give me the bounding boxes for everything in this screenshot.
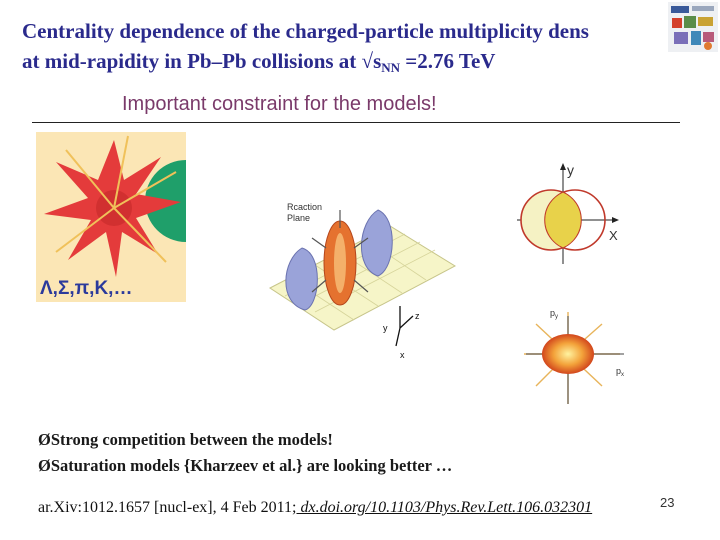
doi-link[interactable]: dx.doi.org/10.1103/Phys.Rev.Lett.106.032…	[296, 499, 593, 516]
reaction-plane-label-2: Plane	[287, 213, 310, 223]
right-nucleus	[361, 209, 393, 277]
left-nucleus	[285, 247, 318, 311]
momentum-axis-px-label: px	[616, 366, 624, 378]
axis-x-label: x	[400, 350, 405, 360]
bullet-list: ØStrong competition between the models! …	[38, 427, 452, 479]
page-number: 23	[660, 495, 675, 510]
overlap-axis-y-label: y	[567, 162, 574, 178]
title-line-2: at mid-rapidity in Pb–Pb collisions at √…	[22, 49, 496, 75]
title-line-1: Centrality dependence of the charged-par…	[22, 19, 589, 43]
overlap-xy-diagram: y X	[517, 162, 619, 264]
subtitle: Important constraint for the models!	[122, 93, 437, 115]
reaction-plane-label-1: Rcaction	[287, 202, 322, 212]
bullet-item-2: ØSaturation models {Kharzeev et al.} are…	[38, 456, 453, 475]
momentum-space-diagram: py px	[524, 308, 624, 404]
axis-y-label: y	[383, 323, 388, 333]
bullet-item-1: ØStrong competition between the models!	[38, 430, 333, 449]
overlap-axis-x-label: X	[609, 228, 618, 243]
particle-emission-image: Λ,Σ,π,K,…	[36, 132, 186, 302]
axis-z-label: z	[415, 311, 420, 321]
momentum-axis-py-label: py	[550, 308, 558, 320]
momentum-ellipse	[542, 334, 594, 374]
divider-line	[32, 122, 680, 123]
reference-citation: ar.Xiv:1012.1657 [nucl-ex], 4 Feb 2011; …	[38, 499, 592, 517]
reaction-plane-diagram: Rcaction Plane y z x	[269, 202, 457, 360]
particles-label: Λ,Σ,π,K,…	[40, 278, 132, 299]
logo-thumbnail	[668, 2, 718, 52]
slide-title: Centrality dependence of the charged-par…	[22, 16, 720, 76]
reference-text: ar.Xiv:1012.1657 [nucl-ex], 4 Feb 2011;	[38, 499, 297, 516]
